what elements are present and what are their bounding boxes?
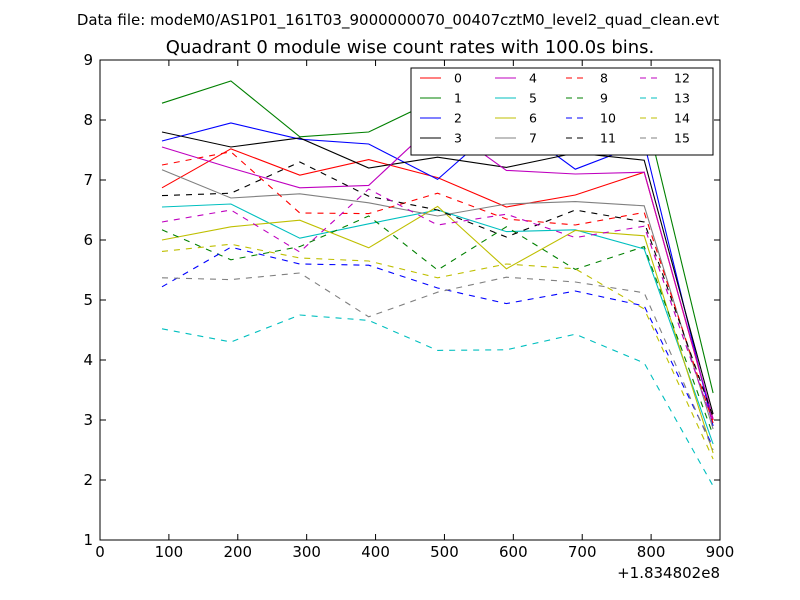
series-line-2 (161, 118, 714, 427)
legend-label-13: 13 (674, 91, 690, 106)
x-tick-label: 900 (706, 543, 735, 561)
series-line-11 (161, 161, 714, 418)
series-line-9 (161, 215, 714, 436)
legend-label-14: 14 (674, 111, 690, 126)
series-line-12 (161, 188, 714, 424)
y-tick-label: 2 (83, 471, 93, 489)
series-line-14 (161, 243, 714, 460)
series-line-5 (161, 203, 714, 445)
series-line-15 (161, 272, 714, 451)
y-tick-label: 6 (83, 231, 93, 249)
series-line-4 (161, 120, 714, 419)
series-line-6 (161, 205, 714, 454)
series-line-7 (161, 169, 714, 430)
legend-label-3: 3 (454, 131, 462, 146)
series-line-13 (161, 314, 714, 487)
x-tick-label: 700 (568, 543, 597, 561)
y-tick-label: 7 (83, 171, 93, 189)
y-tick-label: 5 (83, 291, 93, 309)
y-tick-label: 1 (83, 531, 93, 549)
legend-label-1: 1 (454, 91, 462, 106)
x-tick-label: 100 (155, 543, 184, 561)
chart-suptitle: Data file: modeM0/AS1P01_161T03_90000000… (77, 11, 719, 30)
plot-area-frame (99, 59, 721, 541)
legend-label-7: 7 (529, 131, 537, 146)
y-tick-label: 4 (83, 351, 93, 369)
x-tick-label: 600 (499, 543, 528, 561)
y-tick-label: 8 (83, 111, 93, 129)
x-tick-label: 0 (95, 543, 105, 561)
legend-label-12: 12 (674, 71, 690, 86)
legend-label-8: 8 (600, 71, 608, 86)
legend-label-9: 9 (600, 91, 608, 106)
legend-label-6: 6 (529, 111, 537, 126)
y-tick-label: 9 (83, 51, 93, 69)
legend-label-10: 10 (600, 111, 616, 126)
legend-label-15: 15 (674, 131, 690, 146)
legend-label-5: 5 (529, 91, 537, 106)
legend-label-0: 0 (454, 71, 462, 86)
series-line-3 (161, 131, 714, 415)
x-tick-label: 400 (361, 543, 390, 561)
series-line-0 (161, 148, 714, 421)
y-tick-label: 3 (83, 411, 93, 429)
x-tick-label: 500 (430, 543, 459, 561)
x-tick-label: 800 (637, 543, 666, 561)
series-line-8 (161, 151, 714, 424)
legend-frame (410, 67, 714, 156)
chart-title: Quadrant 0 module wise count rates with … (166, 37, 655, 58)
x-tick-label: 300 (292, 543, 321, 561)
legend-label-4: 4 (529, 71, 537, 86)
x-axis-offset-label: +1.834802e8 (617, 564, 720, 582)
x-tick-label: 200 (223, 543, 252, 561)
legend-label-11: 11 (600, 131, 616, 146)
legend-label-2: 2 (454, 111, 462, 126)
series-line-10 (161, 246, 714, 448)
